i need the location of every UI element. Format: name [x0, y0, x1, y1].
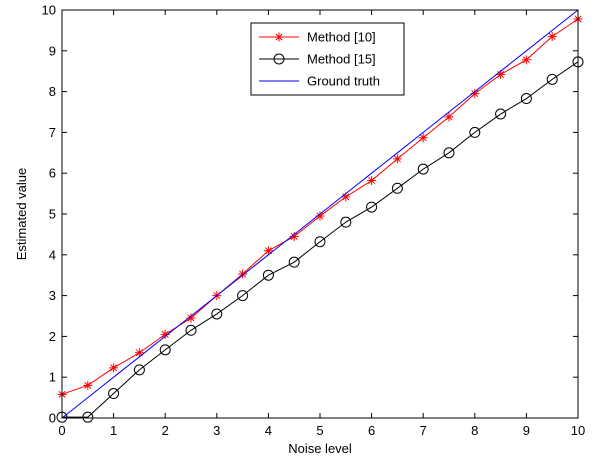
- data-point-method-10: [521, 55, 531, 65]
- data-point-method-10: [160, 329, 170, 339]
- data-point-method-10: [83, 380, 93, 390]
- x-tick-label: 1: [110, 423, 117, 438]
- series-line-method-15: [62, 61, 579, 418]
- y-tick-label: 6: [49, 166, 56, 181]
- data-point-method-10: [392, 154, 402, 164]
- data-point-method-10: [470, 89, 480, 99]
- y-tick-label: 3: [49, 288, 56, 303]
- data-point-method-15: [288, 256, 300, 268]
- data-point-method-15: [185, 324, 197, 336]
- data-point-method-10: [418, 133, 428, 143]
- y-tick-label: 10: [42, 3, 56, 18]
- data-point-method-15: [108, 388, 120, 400]
- y-tick-label: 9: [49, 43, 56, 58]
- y-tick-label: 0: [49, 411, 56, 426]
- data-point-method-15: [495, 108, 507, 120]
- data-point-method-10: [547, 32, 557, 42]
- y-tick-label: 5: [49, 207, 56, 222]
- x-axis-label: Noise level: [288, 441, 352, 456]
- y-tick-label: 8: [49, 84, 56, 99]
- data-point-method-10: [367, 176, 377, 186]
- data-point-method-15: [417, 163, 429, 175]
- data-point-method-15: [159, 344, 171, 356]
- y-axis-label: Estimated value: [14, 168, 29, 261]
- x-tick-label: 7: [420, 423, 427, 438]
- data-point-method-15: [237, 290, 249, 302]
- data-point-method-15: [366, 201, 378, 213]
- x-tick-label: 10: [571, 423, 585, 438]
- series-line-ground-truth: [61, 9, 579, 419]
- legend-label-method-15: Method [15]: [307, 52, 376, 67]
- data-point-method-10: [496, 69, 506, 79]
- data-point-method-15: [262, 269, 274, 281]
- x-tick-label: 8: [471, 423, 478, 438]
- x-tick-label: 3: [213, 423, 220, 438]
- data-point-method-15: [211, 308, 223, 320]
- legend: Method [10] Method [15] Ground truth: [250, 22, 405, 96]
- legend-marker-method-15: [273, 53, 285, 65]
- data-point-method-15: [443, 147, 455, 159]
- x-tick-label: 5: [316, 423, 323, 438]
- data-point-method-15: [391, 182, 403, 194]
- y-tick-label: 4: [49, 247, 56, 262]
- data-point-method-10: [341, 192, 351, 202]
- data-point-method-10: [238, 269, 248, 279]
- x-tick-label: 6: [368, 423, 375, 438]
- data-point-method-15: [469, 126, 481, 138]
- data-point-method-10: [289, 231, 299, 241]
- data-point-method-15: [520, 93, 532, 105]
- data-point-method-15: [546, 73, 558, 85]
- data-point-method-10: [444, 112, 454, 122]
- legend-marker-method-10: [274, 32, 284, 42]
- x-tick-label: 9: [523, 423, 530, 438]
- x-tick-label: 4: [265, 423, 272, 438]
- y-tick-label: 2: [49, 329, 56, 344]
- data-point-method-10: [109, 363, 119, 373]
- data-point-method-10: [134, 348, 144, 358]
- x-tick-label: 2: [162, 423, 169, 438]
- legend-label-ground-truth: Ground truth: [307, 74, 380, 89]
- y-tick-label: 1: [49, 370, 56, 385]
- data-point-method-10: [263, 246, 273, 256]
- data-point-method-15: [82, 411, 94, 423]
- legend-label-method-10: Method [10]: [307, 30, 376, 45]
- data-point-method-15: [340, 216, 352, 228]
- y-tick-label: 7: [49, 125, 56, 140]
- x-tick-label: 0: [58, 423, 65, 438]
- data-point-method-15: [133, 364, 145, 376]
- data-point-method-10: [186, 313, 196, 323]
- data-point-method-15: [314, 236, 326, 248]
- data-point-method-10: [315, 211, 325, 221]
